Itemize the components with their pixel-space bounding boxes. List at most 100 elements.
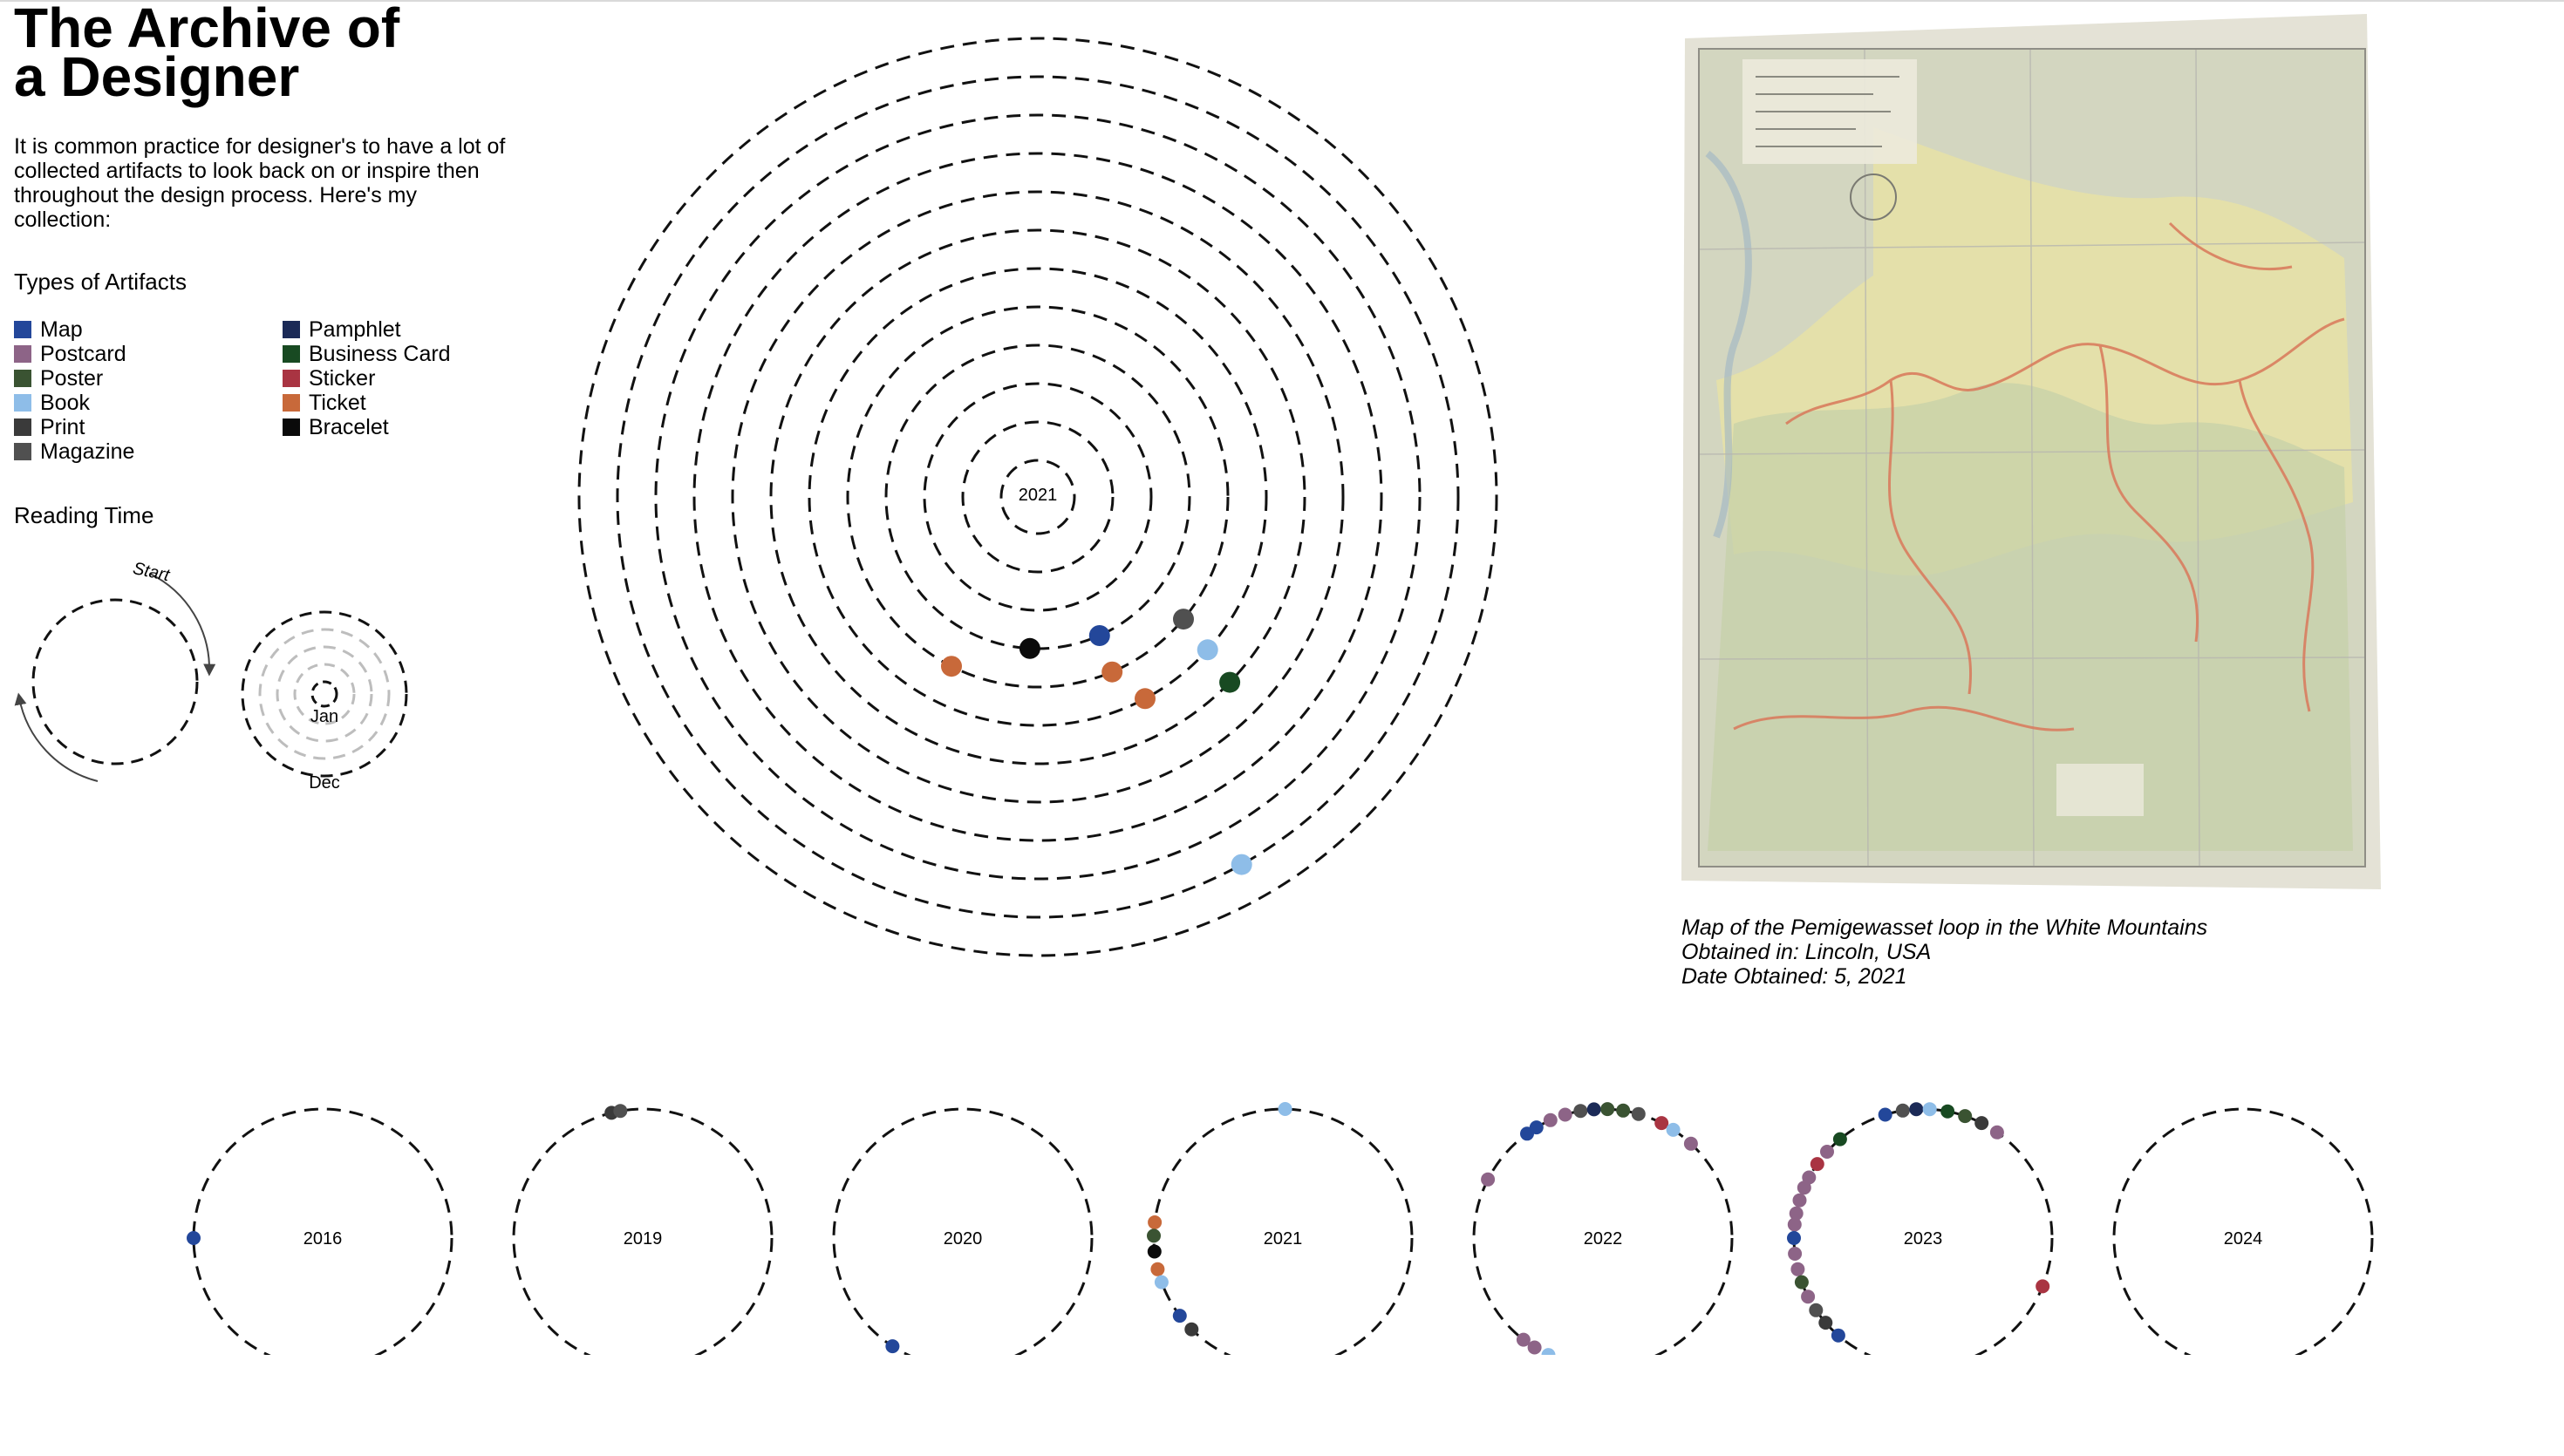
timeline-artifact-dot-bracelet[interactable]	[1147, 1244, 1162, 1259]
timeline-artifact-dot-postcard[interactable]	[1683, 1136, 1698, 1151]
legend-item-sticker[interactable]: Sticker	[283, 366, 375, 391]
legend-swatch	[14, 443, 31, 460]
year-circle-2019[interactable]: 2019	[512, 1104, 774, 1369]
spiral-month-ring	[731, 190, 1345, 804]
spiral-artifact-dot-ticket[interactable]	[941, 656, 962, 677]
timeline-artifact-dot-postcard[interactable]	[1789, 1206, 1804, 1221]
artifact-photo[interactable]	[1681, 14, 2381, 889]
timeline-artifact-dot-book[interactable]	[1922, 1102, 1937, 1117]
timeline-artifact-dot-map[interactable]	[1831, 1328, 1845, 1343]
legend-item-bracelet[interactable]: Bracelet	[283, 415, 389, 439]
spiral-artifact-dot-book[interactable]	[1231, 854, 1252, 875]
timeline-artifact-dot-map[interactable]	[1529, 1120, 1544, 1135]
spiral-artifact-dot-ticket[interactable]	[1135, 688, 1156, 710]
year-label: 2019	[624, 1229, 663, 1248]
spiral-artifact-dot-magazine[interactable]	[1173, 609, 1194, 630]
timeline-artifact-dot-map[interactable]	[1878, 1107, 1892, 1122]
page-title-line-1: The Archive of	[14, 0, 400, 59]
legend-label: Ticket	[309, 391, 366, 415]
timeline-artifact-dot-postcard[interactable]	[1989, 1125, 2004, 1140]
timeline-artifact-dot-poster[interactable]	[1616, 1103, 1631, 1118]
timeline-artifact-dot-map[interactable]	[1172, 1309, 1187, 1323]
timeline-artifact-dot-sticker[interactable]	[1654, 1116, 1669, 1131]
year-spiral-chart: 2021	[577, 37, 1498, 957]
legend-item-magazine[interactable]: Magazine	[14, 439, 134, 464]
month-ring	[258, 628, 391, 760]
timeline-artifact-dot-magazine[interactable]	[1895, 1103, 1910, 1118]
legend-item-postcard[interactable]: Postcard	[14, 342, 126, 366]
clockwise-arrow-bottom	[14, 692, 99, 782]
timeline-artifact-dot-print[interactable]	[1818, 1316, 1833, 1330]
timeline-artifact-dot-postcard[interactable]	[1516, 1332, 1531, 1347]
spiral-year-label: 2021	[1019, 486, 1058, 505]
timeline-artifact-dot-postcard[interactable]	[1543, 1112, 1558, 1127]
timeline-artifact-dot-book[interactable]	[1666, 1122, 1681, 1137]
timeline-artifact-dot-postcard[interactable]	[1801, 1289, 1816, 1304]
legend-item-poster[interactable]: Poster	[14, 366, 103, 391]
timeline-artifact-dot-map[interactable]	[885, 1339, 900, 1354]
timeline-artifact-dot-business-card[interactable]	[1940, 1104, 1955, 1119]
map-compass	[1850, 173, 1897, 221]
legend-item-ticket[interactable]: Ticket	[283, 391, 366, 415]
timeline-artifact-dot-ticket[interactable]	[1148, 1215, 1163, 1229]
spiral-artifact-dot-map[interactable]	[1088, 625, 1110, 646]
timeline-artifact-dot-pamphlet[interactable]	[1909, 1102, 1924, 1117]
year-circle-2021[interactable]: 2021	[1147, 1102, 1414, 1369]
legend-item-print[interactable]: Print	[14, 415, 85, 439]
timeline-artifact-dot-pamphlet[interactable]	[1586, 1102, 1601, 1117]
year-circle-2016[interactable]: 2016	[187, 1107, 453, 1369]
map-trails	[1733, 221, 2345, 731]
timeline-artifact-dot-poster[interactable]	[1600, 1102, 1615, 1117]
year-ring	[192, 1107, 453, 1369]
timeline-artifact-dot-postcard[interactable]	[1820, 1145, 1834, 1159]
legend-item-book[interactable]: Book	[14, 391, 90, 415]
legend-label: Pamphlet	[309, 317, 401, 342]
timeline-artifact-dot-business-card[interactable]	[1832, 1132, 1847, 1146]
legend-item-business-card[interactable]: Business Card	[283, 342, 451, 366]
spiral-artifact-dot-business-card[interactable]	[1219, 671, 1241, 693]
timeline-artifact-dot-map[interactable]	[187, 1231, 201, 1245]
year-circle-2022[interactable]: 2022	[1472, 1102, 1734, 1369]
timeline-artifact-dot-magazine[interactable]	[613, 1104, 628, 1119]
timeline-artifact-dot-postcard[interactable]	[1790, 1262, 1805, 1276]
timeline-artifact-dot-postcard[interactable]	[1558, 1107, 1572, 1122]
page-title-line-2: a Designer	[14, 45, 300, 108]
timeline-artifact-dot-postcard[interactable]	[1527, 1340, 1542, 1355]
month-ring-jan	[310, 680, 338, 708]
timeline-artifact-dot-postcard[interactable]	[1787, 1217, 1802, 1232]
timeline-artifact-dot-sticker[interactable]	[1810, 1157, 1824, 1172]
legend-label: Postcard	[40, 342, 126, 366]
reading-time-heading: Reading Time	[14, 502, 154, 528]
timeline-artifact-dot-print[interactable]	[1184, 1322, 1199, 1337]
year-circle-2023[interactable]: 2023	[1787, 1102, 2054, 1369]
timeline-artifact-dot-magazine[interactable]	[1631, 1106, 1646, 1121]
spiral-artifact-dot-ticket[interactable]	[1101, 661, 1123, 683]
timeline-artifact-dot-book[interactable]	[1278, 1102, 1292, 1116]
year-circle-2024[interactable]: 2024	[2112, 1107, 2374, 1369]
legend-label: Bracelet	[309, 415, 389, 439]
spiral-month-ring	[616, 75, 1460, 919]
year-circle-2020[interactable]: 2020	[832, 1107, 1094, 1369]
timeline-artifact-dot-postcard[interactable]	[1788, 1247, 1803, 1261]
timeline-artifact-dot-postcard[interactable]	[1797, 1180, 1811, 1195]
timeline-artifact-dot-map[interactable]	[1787, 1231, 1801, 1245]
direction-example-ring	[31, 598, 199, 765]
timeline-artifact-dot-sticker[interactable]	[2036, 1279, 2050, 1294]
map-legend-lines	[1756, 76, 1899, 147]
legend-swatch	[14, 370, 31, 387]
timeline-artifact-dot-poster[interactable]	[1794, 1275, 1809, 1289]
timeline-artifact-dot-poster[interactable]	[1147, 1228, 1161, 1243]
spiral-artifact-dot-book[interactable]	[1197, 639, 1218, 661]
timeline-artifact-dot-poster[interactable]	[1958, 1109, 1973, 1124]
timeline-artifact-dot-postcard[interactable]	[1481, 1172, 1496, 1187]
legend-item-map[interactable]: Map	[14, 317, 83, 342]
timeline-artifact-dot-print[interactable]	[1974, 1116, 1989, 1131]
page-title: The Archive of a Designer	[14, 0, 400, 108]
timeline-artifact-dot-postcard[interactable]	[1792, 1193, 1807, 1208]
timeline-artifact-dot-ticket[interactable]	[1150, 1262, 1165, 1276]
spiral-artifact-dot-bracelet[interactable]	[1019, 637, 1040, 659]
timeline-artifact-dot-book[interactable]	[1154, 1275, 1169, 1289]
legend-item-pamphlet[interactable]: Pamphlet	[283, 317, 401, 342]
timeline-artifact-dot-magazine[interactable]	[1809, 1303, 1824, 1317]
timeline-artifact-dot-magazine[interactable]	[1573, 1104, 1588, 1119]
